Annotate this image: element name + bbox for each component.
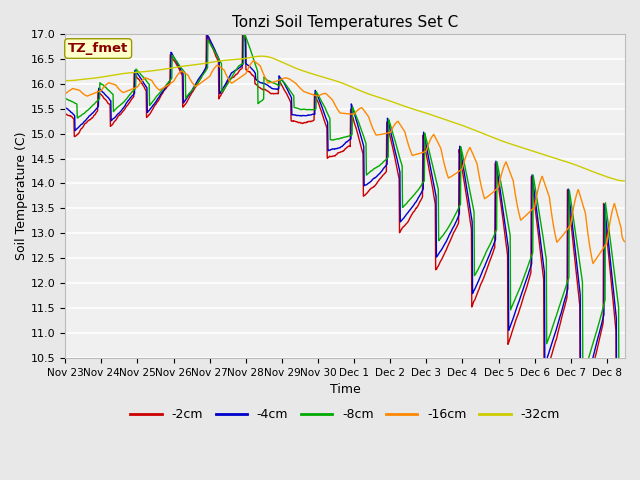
-32cm (274, 58, 282, 63)
Legend: -2cm, -4cm, -8cm, -16cm, -32cm: -2cm, -4cm, -8cm, -16cm, -32cm (125, 403, 565, 426)
-32cm (547, 154, 555, 160)
Line: -8cm: -8cm (65, 32, 625, 412)
-8cm (485, 243, 493, 249)
-4cm (621, 402, 629, 408)
-4cm (162, 84, 170, 90)
-8cm (223, 83, 230, 88)
-2cm (621, 413, 629, 419)
-4cm (172, 59, 180, 64)
-4cm (61, 105, 69, 111)
Line: -4cm: -4cm (65, 29, 625, 438)
-32cm (223, 57, 230, 63)
Title: Tonzi Soil Temperatures Set C: Tonzi Soil Temperatures Set C (232, 15, 458, 30)
-32cm (61, 78, 69, 84)
-2cm (162, 86, 170, 92)
-8cm (615, 409, 623, 415)
-2cm (172, 61, 180, 67)
-8cm (172, 58, 180, 64)
-2cm (239, 27, 246, 33)
Line: -32cm: -32cm (65, 56, 625, 181)
-4cm (613, 435, 621, 441)
-32cm (172, 64, 180, 70)
Text: TZ_fmet: TZ_fmet (68, 42, 128, 55)
-8cm (61, 96, 69, 101)
-2cm (274, 91, 282, 96)
-4cm (274, 86, 282, 92)
-32cm (485, 133, 493, 139)
Y-axis label: Soil Temperature (C): Soil Temperature (C) (15, 132, 28, 260)
-2cm (223, 81, 230, 87)
-16cm (172, 74, 180, 80)
-16cm (274, 78, 282, 84)
-4cm (547, 343, 555, 348)
-8cm (547, 328, 555, 334)
X-axis label: Time: Time (330, 383, 360, 396)
-2cm (485, 260, 493, 265)
-32cm (258, 53, 266, 59)
Line: -16cm: -16cm (65, 60, 625, 264)
-16cm (547, 208, 555, 214)
-2cm (61, 111, 69, 117)
-2cm (612, 451, 620, 457)
-16cm (250, 58, 257, 63)
-32cm (621, 178, 629, 184)
-16cm (485, 192, 493, 198)
-16cm (223, 73, 230, 79)
-16cm (162, 84, 170, 89)
-4cm (239, 26, 247, 32)
-16cm (621, 239, 629, 245)
-16cm (589, 261, 597, 266)
-8cm (240, 29, 248, 35)
-8cm (621, 386, 629, 392)
-4cm (485, 252, 493, 258)
-8cm (274, 83, 282, 88)
-8cm (162, 83, 170, 89)
-2cm (547, 353, 555, 359)
Line: -2cm: -2cm (65, 30, 625, 454)
-32cm (162, 66, 170, 72)
-16cm (61, 91, 69, 96)
-4cm (223, 79, 230, 84)
